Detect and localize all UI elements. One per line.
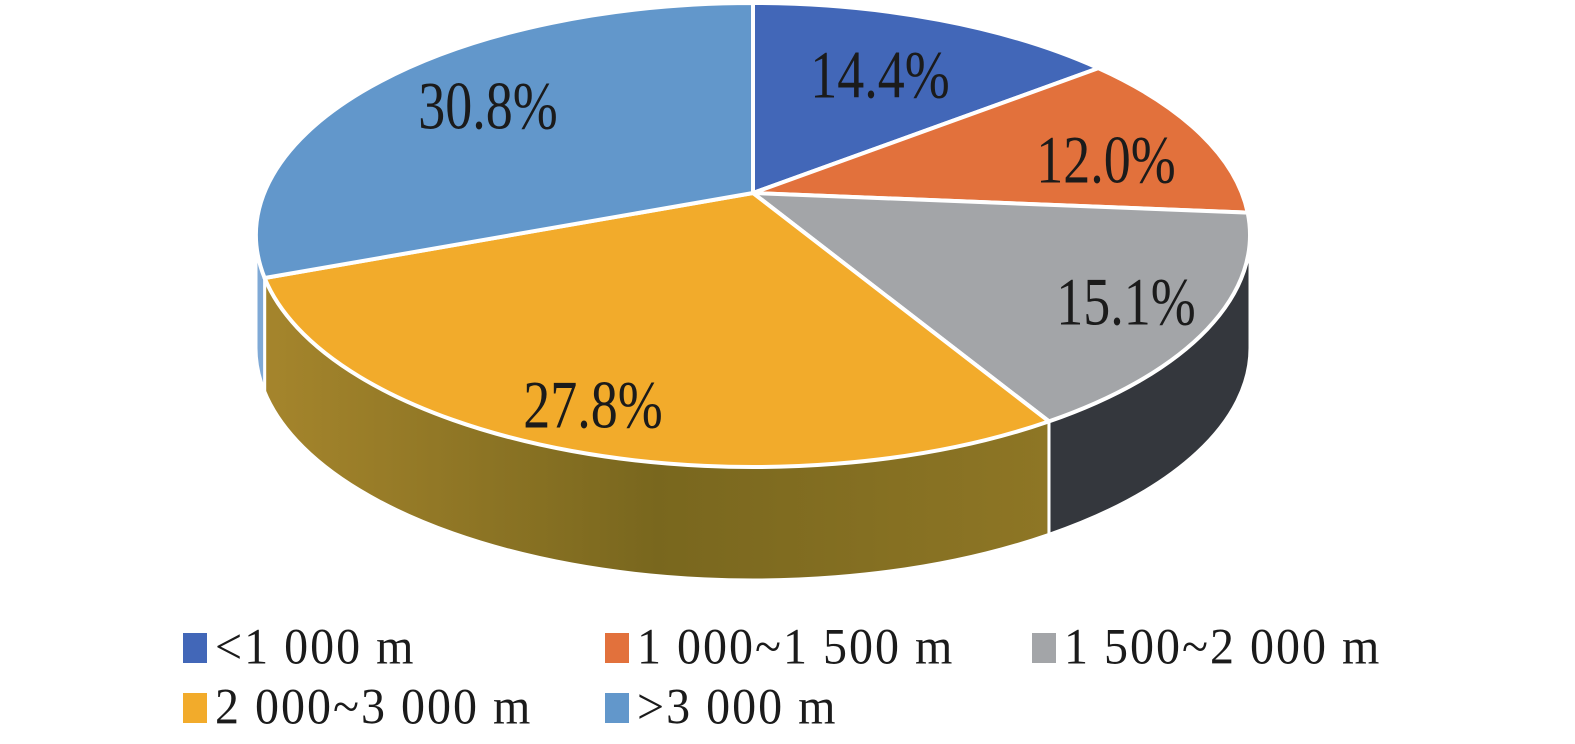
legend-item-1500-2000: 1 500~2 000 m	[1032, 622, 1381, 673]
pie-slice-top-3	[751, 191, 1252, 424]
legend-item-1000-1500: 1 000~1 500 m	[605, 622, 954, 673]
legend-swatch-icon	[183, 693, 207, 723]
legend-item-label: >3 000 m	[637, 679, 838, 736]
pie-slice-top-4	[262, 191, 1051, 469]
legend-item-gt-3000: >3 000 m	[605, 682, 837, 733]
slice-percent-label-2: 12.0%	[1036, 122, 1176, 198]
slice-percent-label-3: 15.1%	[1056, 264, 1196, 340]
legend-swatch-icon	[1032, 633, 1056, 663]
legend-swatch-icon	[605, 693, 629, 723]
legend-item-lt-1000: <1 000 m	[183, 622, 415, 673]
legend-item-label: 1 500~2 000 m	[1064, 619, 1382, 676]
legend-item-label: 2 000~3 000 m	[215, 679, 533, 736]
legend-swatch-icon	[183, 633, 207, 663]
legend-item-2000-3000: 2 000~3 000 m	[183, 682, 532, 733]
pie-slice-top-5	[253, 0, 755, 281]
pie-slice-top-1	[751, 0, 1101, 195]
slice-percent-label-5: 30.8%	[418, 68, 558, 144]
legend-item-label: <1 000 m	[215, 619, 416, 676]
slice-percent-label-1: 14.4%	[810, 37, 950, 113]
legend-item-label: 1 000~1 500 m	[637, 619, 955, 676]
legend-swatch-icon	[605, 633, 629, 663]
slice-percent-label-4: 27.8%	[523, 367, 663, 443]
pie-slice-top-2	[751, 66, 1250, 215]
